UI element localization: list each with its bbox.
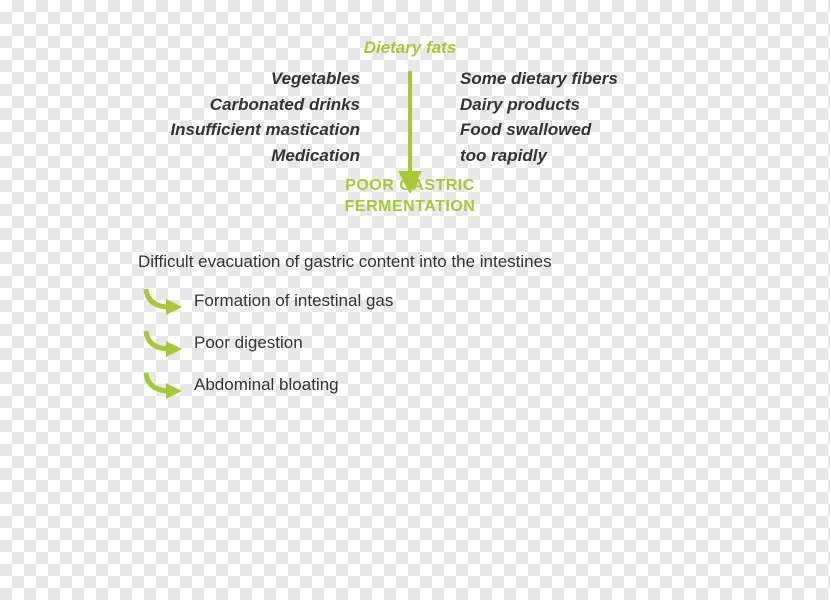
outcome-label: Poor digestion <box>194 333 303 353</box>
outcome-item: Abdominal bloating <box>138 369 690 401</box>
down-arrow-icon <box>390 66 430 196</box>
diagram-title: Dietary fats <box>130 38 690 58</box>
outcome-item: Formation of intestinal gas <box>138 285 690 317</box>
outcomes-list: Formation of intestinal gas Poor digesti… <box>138 285 690 401</box>
right-causes-list: Some dietary fibers Dairy products Food … <box>460 66 690 168</box>
curved-arrow-icon <box>138 327 186 359</box>
title-text: Dietary fats <box>364 38 457 57</box>
curved-arrow-icon <box>138 369 186 401</box>
causes-section: Vegetables Carbonated drinks Insufficien… <box>130 66 690 168</box>
left-cause-item: Medication <box>130 143 360 169</box>
fermentation-diagram: Dietary fats Vegetables Carbonated drink… <box>130 38 690 411</box>
left-causes-list: Vegetables Carbonated drinks Insufficien… <box>130 66 360 168</box>
curved-arrow-icon <box>138 285 186 317</box>
left-cause-item: Carbonated drinks <box>130 92 360 118</box>
right-cause-item: too rapidly <box>460 143 690 169</box>
outcome-label: Abdominal bloating <box>194 375 339 395</box>
right-cause-item: Food swallowed <box>460 117 690 143</box>
left-cause-item: Vegetables <box>130 66 360 92</box>
outcome-label: Formation of intestinal gas <box>194 291 393 311</box>
result-line-2: FERMENTATION <box>130 197 690 218</box>
right-cause-item: Some dietary fibers <box>460 66 690 92</box>
right-cause-item: Dairy products <box>460 92 690 118</box>
outcome-item: Poor digestion <box>138 327 690 359</box>
left-cause-item: Insufficient mastication <box>130 117 360 143</box>
description-text: Difficult evacuation of gastric content … <box>138 250 690 274</box>
